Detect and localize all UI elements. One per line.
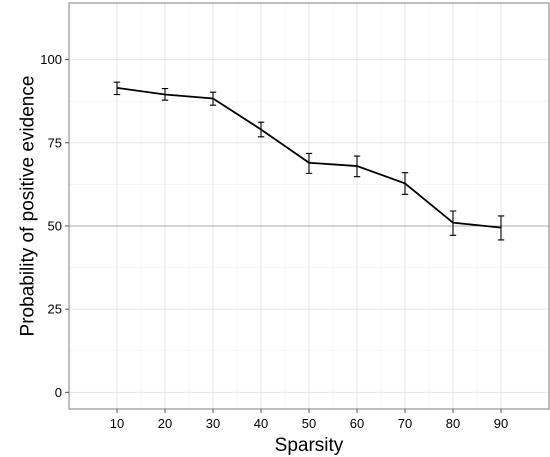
x-tick-label: 20	[158, 416, 172, 431]
y-axis-title: Probability of positive evidence	[18, 76, 39, 337]
x-axis-title: Sparsity	[275, 435, 344, 456]
series-layer	[116, 86, 502, 229]
x-tick-label: 60	[350, 416, 364, 431]
y-tick-label: 0	[55, 385, 62, 400]
x-axis-tick-labels: 10 20 30 40 50 60 70 80 90	[110, 416, 508, 431]
x-tick-label: 40	[254, 416, 268, 431]
x-tick-label: 10	[110, 416, 124, 431]
y-tick-label: 75	[48, 135, 62, 150]
x-tick-label: 90	[494, 416, 508, 431]
minor-grid-x	[140, 3, 478, 409]
x-tick-label: 30	[206, 416, 220, 431]
major-grid-x	[116, 3, 502, 409]
series-line	[116, 86, 502, 229]
y-tick-label: 100	[40, 52, 62, 67]
y-tick-label: 50	[48, 218, 62, 233]
y-axis-tick-labels: 0 25 50 75 100	[40, 52, 62, 400]
x-tick-label: 70	[398, 416, 412, 431]
error-bar	[497, 215, 505, 241]
x-axis-ticks	[116, 409, 502, 413]
y-axis-ticks	[65, 59, 69, 393]
y-tick-label: 25	[48, 302, 62, 317]
x-tick-label: 50	[302, 416, 316, 431]
x-tick-label: 80	[446, 416, 460, 431]
